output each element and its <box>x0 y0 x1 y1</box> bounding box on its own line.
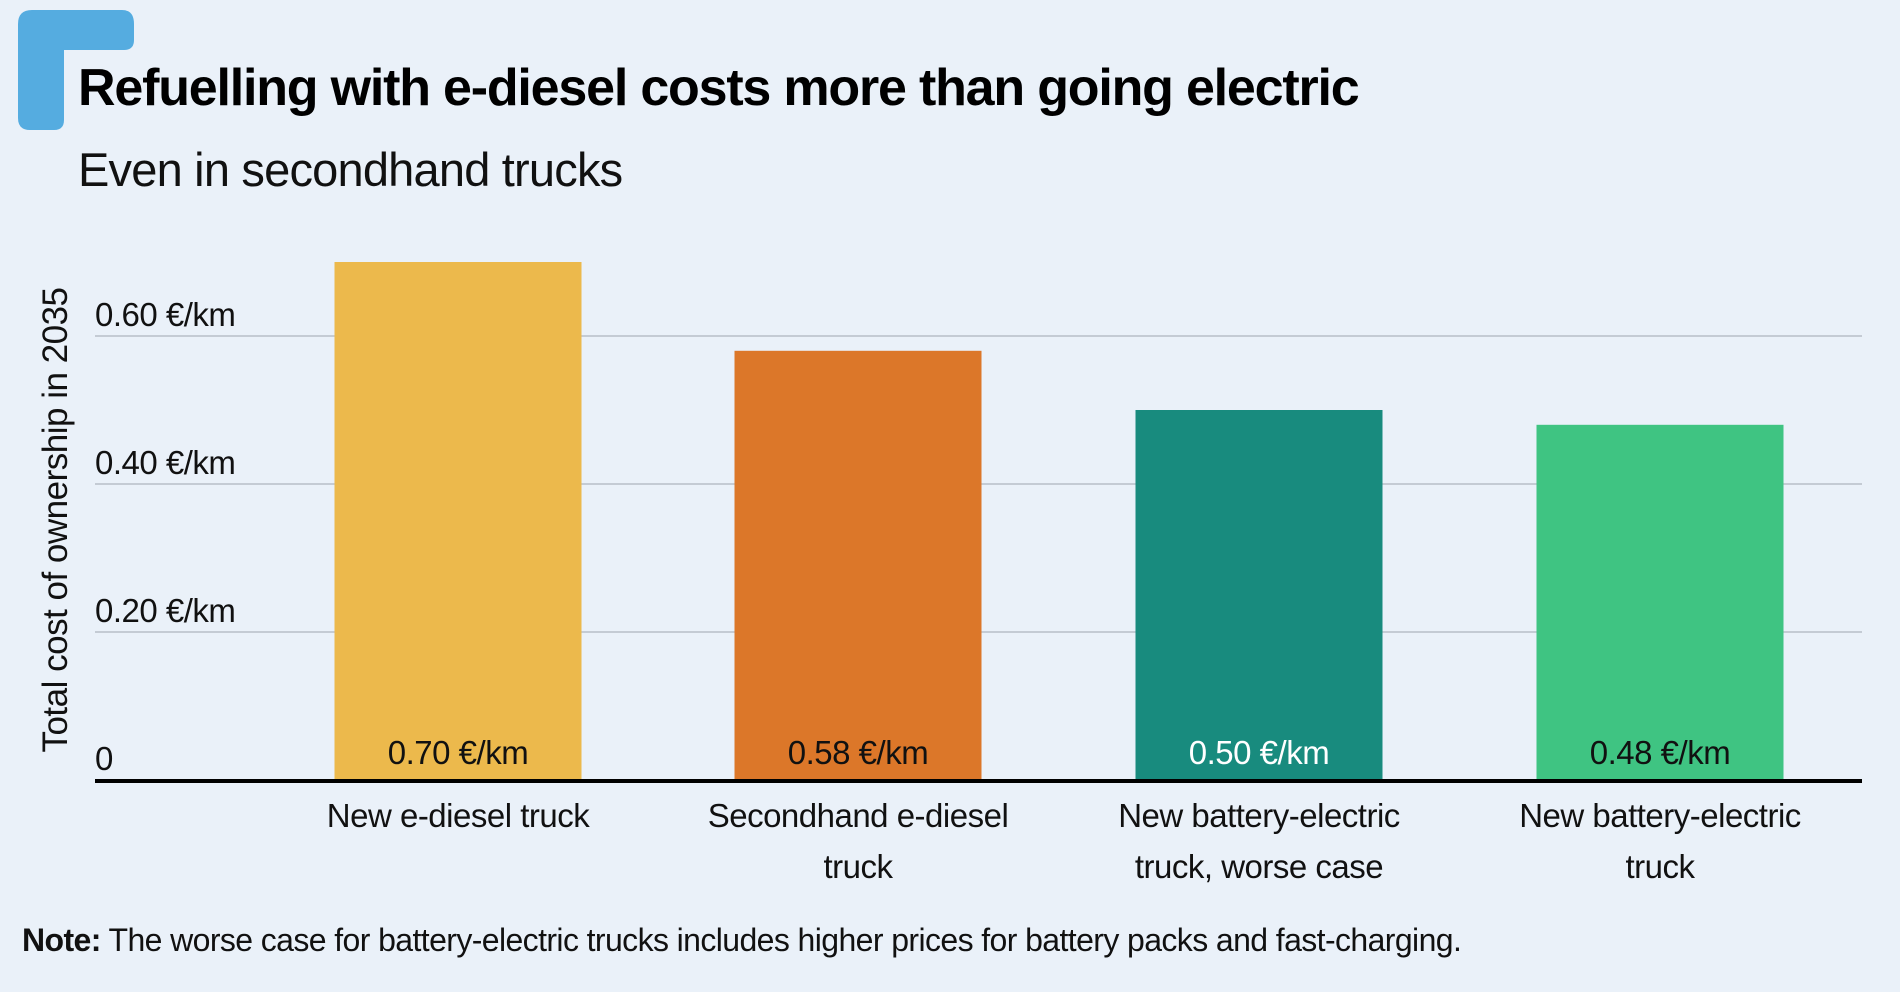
bar <box>1135 410 1383 780</box>
bar-value-label: 0.58 €/km <box>788 734 928 771</box>
chart-subtitle: Even in secondhand trucks <box>78 143 623 196</box>
bar <box>734 350 982 780</box>
footnote: Note: The worse case for battery-electri… <box>22 922 1462 959</box>
x-category-label: Secondhand e-diesel <box>708 797 1009 834</box>
y-tick-label: 0.60 €/km <box>95 296 235 333</box>
y-tick-label: 0.40 €/km <box>95 444 235 481</box>
x-category-label: truck <box>823 848 893 885</box>
y-tick-label: 0 <box>95 740 113 777</box>
bar-value-label: 0.50 €/km <box>1189 734 1329 771</box>
x-category-label: truck, worse case <box>1135 848 1383 885</box>
x-category-labels: New e-diesel truck Secondhand e-diesel tru… <box>327 797 1802 885</box>
x-category-label: New e-diesel truck <box>327 797 590 834</box>
x-category-label: New battery-electric <box>1118 797 1400 834</box>
x-category-label: New battery-electric <box>1519 797 1801 834</box>
bar-value-label: 0.70 €/km <box>388 734 528 771</box>
y-tick-label: 0.20 €/km <box>95 592 235 629</box>
brand-corner-icon <box>18 10 134 130</box>
bar-value-label: 0.48 €/km <box>1590 734 1730 771</box>
chart-title: Refuelling with e-diesel costs more than… <box>78 59 1360 117</box>
bar <box>334 262 582 780</box>
bar <box>1536 424 1784 780</box>
x-category-label: truck <box>1625 848 1695 885</box>
bars: 0.70 €/km 0.58 €/km 0.50 €/km 0.48 €/km <box>334 262 1784 780</box>
note-text: The worse case for battery-electric truc… <box>100 922 1462 958</box>
note-label: Note: <box>22 922 101 958</box>
y-tick-labels: 0 0.20 €/km 0.40 €/km 0.60 €/km <box>95 296 236 777</box>
